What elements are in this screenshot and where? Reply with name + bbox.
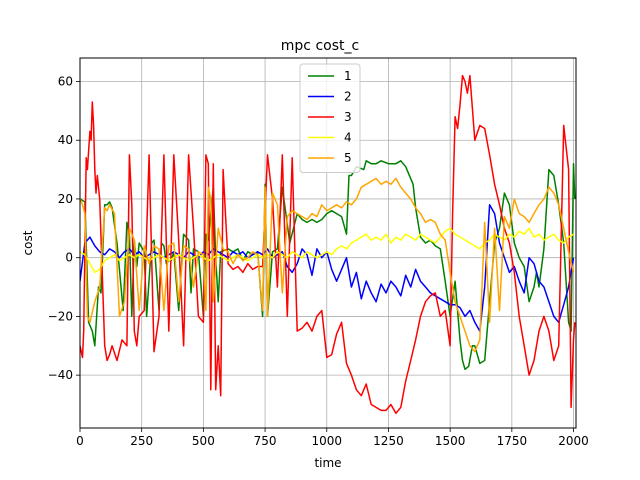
x-tick-label: 250	[130, 434, 153, 448]
y-tick-label: 0	[65, 251, 73, 265]
x-tick-label: 0	[76, 434, 84, 448]
chart-title: mpc cost_c	[281, 38, 359, 54]
y-axis-ticks: −40 −20 0 20 40 60	[48, 74, 80, 382]
legend: 1 2 3 4 5	[299, 63, 361, 173]
series-line-5	[80, 177, 575, 353]
x-tick-label: 1250	[373, 434, 404, 448]
y-tick-label: −20	[48, 309, 73, 323]
x-tick-label: 500	[192, 434, 215, 448]
plot-area-border	[79, 57, 577, 429]
legend-label-4: 4	[344, 131, 352, 145]
legend-label-3: 3	[344, 110, 352, 124]
y-tick-label: −40	[48, 368, 73, 382]
legend-label-5: 5	[344, 151, 352, 165]
series-layer	[80, 74, 576, 415]
legend-label-2: 2	[344, 90, 352, 104]
x-tick-label: 2000	[558, 434, 589, 448]
series-line-3	[80, 74, 576, 415]
y-tick-label: 60	[58, 74, 73, 88]
x-axis-ticks: 0 250 500 750 1000 1250 1500 1750 2000	[76, 428, 589, 448]
x-tick-label: 1000	[311, 434, 342, 448]
y-tick-label: 40	[58, 133, 73, 147]
x-tick-label: 1500	[435, 434, 466, 448]
x-tick-label: 1750	[497, 434, 528, 448]
y-axis-label: cost	[21, 230, 35, 255]
legend-box	[299, 63, 361, 173]
series-line-4	[80, 227, 574, 274]
legend-label-1: 1	[344, 69, 352, 83]
x-axis-label: time	[314, 456, 341, 470]
y-tick-label: 20	[58, 192, 73, 206]
x-tick-label: 750	[254, 434, 277, 448]
